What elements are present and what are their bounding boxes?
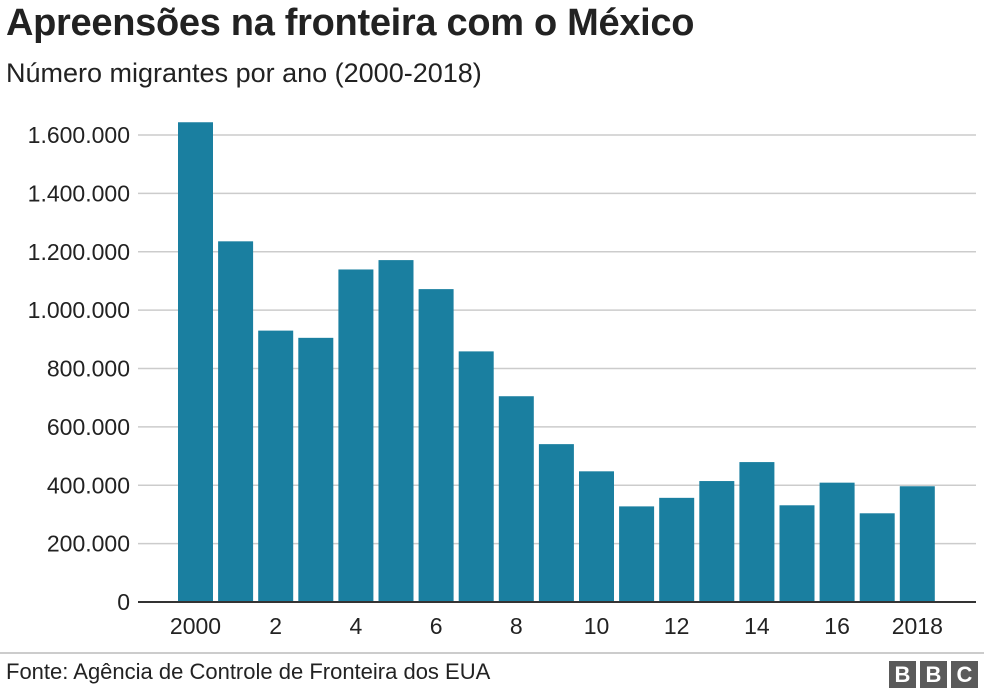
y-tick-label: 400.000: [47, 472, 130, 498]
bar-2009: [538, 444, 574, 602]
source-note: Fonte: Agência de Controle de Fronteira …: [6, 659, 491, 684]
y-tick-label: 600.000: [47, 414, 130, 440]
y-tick-label: 0: [117, 589, 130, 615]
bar-2005: [378, 260, 414, 602]
bbc-logo: B B C: [889, 661, 978, 688]
y-tick-label: 800.000: [47, 356, 130, 382]
bar-2008: [498, 396, 534, 602]
bar-2001: [218, 241, 254, 602]
x-tick-label: 8: [510, 613, 523, 639]
gridlines: [138, 134, 976, 545]
chart-subtitle: Número migrantes por ano (2000-2018): [6, 58, 482, 88]
x-tick-label: 14: [744, 613, 770, 639]
bar-2017: [859, 513, 895, 602]
y-tick-label: 1.200.000: [28, 239, 130, 265]
bar-2003: [298, 337, 334, 602]
y-axis-labels: 0 200.000 400.000 600.000 800.000 1.000.000 1.…: [28, 122, 130, 615]
x-tick-label: 16: [824, 613, 850, 639]
bar-2007: [458, 351, 494, 602]
bar-2015: [779, 505, 815, 602]
y-tick-label: 1.600.000: [28, 122, 130, 148]
y-tick-label: 200.000: [47, 531, 130, 557]
y-tick-label: 1.400.000: [28, 180, 130, 206]
logo-letter: B: [920, 661, 947, 688]
bar-2018: [899, 486, 935, 602]
bar-2016: [819, 482, 855, 602]
chart-title: Apreensões na fronteira com o México: [6, 2, 695, 44]
bar-2000: [178, 122, 213, 602]
bar-2014: [739, 462, 775, 602]
bars: [178, 122, 935, 602]
bar-2012: [659, 497, 695, 602]
x-tick-label: 4: [350, 613, 363, 639]
x-tick-label: 2: [269, 613, 282, 639]
bar-2002: [258, 330, 294, 602]
x-tick-label: 10: [584, 613, 610, 639]
bar-2004: [338, 269, 374, 602]
logo-letter: B: [889, 661, 916, 688]
bar-2011: [619, 506, 655, 602]
footer-divider: [0, 652, 984, 654]
logo-letter: C: [951, 661, 978, 688]
x-tick-label: 2000: [170, 613, 221, 639]
x-tick-label: 2018: [892, 613, 943, 639]
x-tick-label: 12: [664, 613, 690, 639]
bar-chart: 0 200.000 400.000 600.000 800.000 1.000.000 1.…: [28, 122, 976, 639]
x-axis-labels: 2000 2 4 6 8 10 12 14 16 2018: [170, 613, 943, 639]
bar-2013: [699, 481, 735, 602]
bar-2006: [418, 289, 454, 602]
y-tick-label: 1.000.000: [28, 297, 130, 323]
x-tick-label: 6: [430, 613, 443, 639]
bar-2010: [579, 471, 614, 602]
